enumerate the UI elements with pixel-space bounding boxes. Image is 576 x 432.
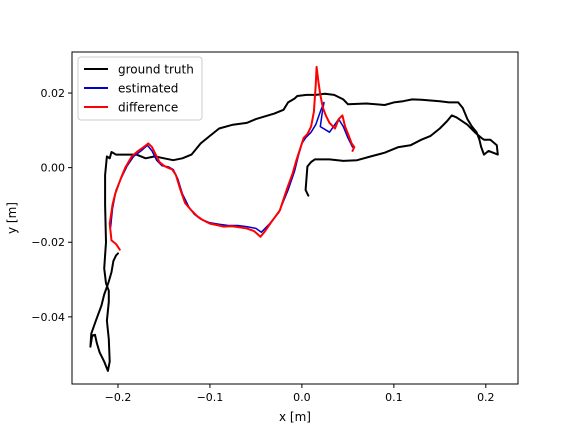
x-tick-label: −0.2 (105, 391, 132, 404)
legend: ground truth estimated difference (77, 56, 203, 121)
legend-label-difference: difference (118, 101, 178, 115)
y-tick-label: −0.02 (31, 236, 65, 249)
x-tick-label: 0.1 (385, 391, 403, 404)
series-line-difference (108, 65, 356, 251)
legend-frame (77, 56, 203, 121)
x-axis-label: x [m] (279, 410, 311, 424)
x-tick-label: 0.2 (477, 391, 495, 404)
legend-label-ground-truth: ground truth (118, 63, 194, 77)
y-axis-label: y [m] (5, 202, 19, 234)
legend-label-estimated: estimated (118, 82, 178, 96)
axes: −0.2 −0.1 0.0 0.1 0.2 −0.04 −0.02 0.00 0.02 (31, 51, 519, 404)
y-tick-label: 0.02 (41, 87, 66, 100)
plot-area (89, 65, 499, 372)
y-tick-label: 0.00 (41, 162, 66, 175)
x-tick-label: 0.0 (293, 391, 311, 404)
axes-frame (71, 51, 519, 385)
y-tick-label: −0.04 (31, 311, 65, 324)
x-tick-label: −0.1 (197, 391, 224, 404)
series-line-ground-truth (89, 92, 499, 372)
